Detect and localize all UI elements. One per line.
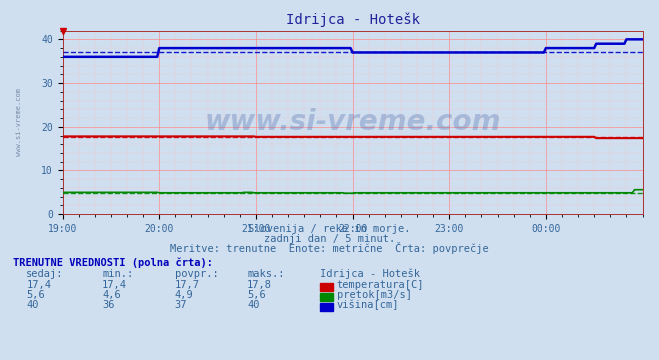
Text: min.:: min.: xyxy=(102,269,133,279)
Text: Idrijca - Hotešk: Idrijca - Hotešk xyxy=(320,269,420,279)
Text: povpr.:: povpr.: xyxy=(175,269,218,279)
Text: Meritve: trenutne  Enote: metrične  Črta: povprečje: Meritve: trenutne Enote: metrične Črta: … xyxy=(170,242,489,254)
Text: 17,8: 17,8 xyxy=(247,280,272,290)
Title: Idrijca - Hotešk: Idrijca - Hotešk xyxy=(285,12,420,27)
Text: 5,6: 5,6 xyxy=(26,290,45,300)
Text: 17,7: 17,7 xyxy=(175,280,200,290)
Text: 40: 40 xyxy=(26,300,39,310)
Text: zadnji dan / 5 minut.: zadnji dan / 5 minut. xyxy=(264,234,395,244)
Text: pretok[m3/s]: pretok[m3/s] xyxy=(337,290,412,300)
Text: www.si-vreme.com: www.si-vreme.com xyxy=(16,89,22,156)
Text: Slovenija / reke in morje.: Slovenija / reke in morje. xyxy=(248,224,411,234)
Text: sedaj:: sedaj: xyxy=(26,269,64,279)
Text: 40: 40 xyxy=(247,300,260,310)
Text: 37: 37 xyxy=(175,300,187,310)
Text: TRENUTNE VREDNOSTI (polna črta):: TRENUTNE VREDNOSTI (polna črta): xyxy=(13,258,213,269)
Text: www.si-vreme.com: www.si-vreme.com xyxy=(204,108,501,136)
Text: 36: 36 xyxy=(102,300,115,310)
Text: 17,4: 17,4 xyxy=(26,280,51,290)
Text: maks.:: maks.: xyxy=(247,269,285,279)
Text: višina[cm]: višina[cm] xyxy=(337,300,399,310)
Text: 17,4: 17,4 xyxy=(102,280,127,290)
Text: 5,6: 5,6 xyxy=(247,290,266,300)
Text: temperatura[C]: temperatura[C] xyxy=(337,280,424,290)
Text: 4,9: 4,9 xyxy=(175,290,193,300)
Text: 4,6: 4,6 xyxy=(102,290,121,300)
